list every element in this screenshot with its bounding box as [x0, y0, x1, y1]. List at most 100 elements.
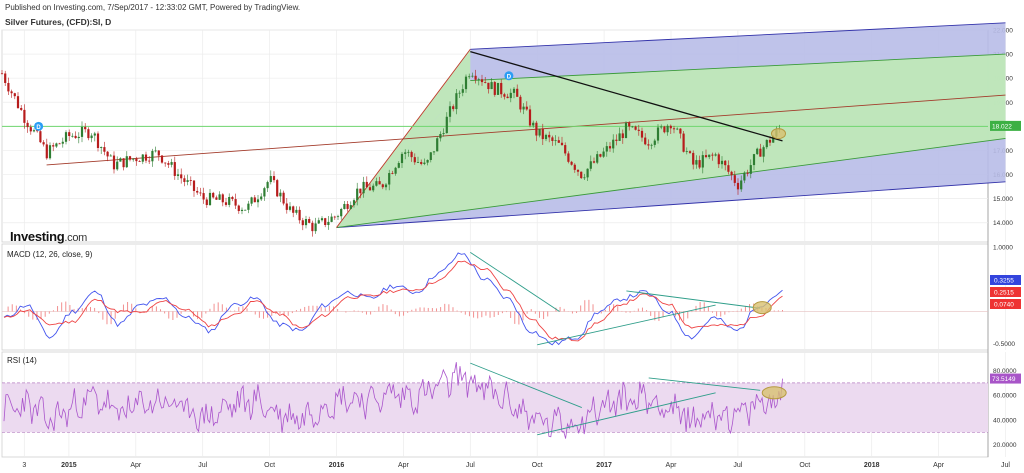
candle-body — [154, 150, 157, 152]
candle-body — [743, 172, 746, 181]
last-price-label: 18.022 — [992, 123, 1012, 130]
candle-body — [666, 125, 669, 133]
candle-body — [487, 82, 490, 90]
candle-body — [90, 135, 93, 139]
candle-body — [317, 220, 320, 224]
candle-body — [480, 79, 484, 83]
x-tick-label: Apr — [933, 462, 945, 469]
candle-body — [288, 206, 292, 210]
candle-body — [679, 128, 682, 134]
candle-body — [55, 143, 58, 147]
candle-body — [7, 82, 10, 92]
x-tick-label: Jul — [198, 462, 207, 469]
rsi-trendline-1 — [470, 362, 582, 409]
pitchfork-handle-line — [336, 49, 471, 228]
candle-body — [77, 136, 80, 139]
candle-body — [442, 133, 445, 135]
candle-body — [573, 164, 576, 170]
candle-body — [16, 96, 20, 108]
candle-body — [74, 135, 77, 139]
candle-body — [189, 180, 192, 181]
candle-body — [628, 122, 631, 127]
candle-body — [653, 140, 656, 145]
candle-body — [173, 162, 176, 176]
candle-body — [557, 140, 560, 143]
candle-body — [567, 153, 570, 162]
candle-body — [768, 139, 772, 143]
rsi-value-label: 73.5149 — [992, 376, 1016, 383]
candle-body — [128, 156, 132, 160]
candle-body — [612, 139, 615, 149]
candle-body — [394, 167, 397, 174]
candle-body — [471, 75, 474, 77]
candle-body — [692, 152, 695, 165]
candle-body — [583, 177, 586, 179]
candle-body — [528, 109, 532, 126]
candle-body — [493, 82, 496, 95]
candle-body — [212, 192, 215, 198]
candle-body — [125, 156, 128, 168]
candle-body — [256, 199, 260, 203]
candle-body — [752, 154, 756, 166]
candle-body — [413, 157, 416, 163]
x-tick-label: Jul — [733, 462, 742, 469]
candle-body — [138, 161, 141, 162]
candle-body — [144, 154, 148, 161]
candle-body — [269, 176, 272, 183]
candle-body — [10, 91, 13, 94]
x-tick-label: Jul — [1001, 462, 1010, 469]
candle-body — [535, 122, 538, 136]
candle-body — [448, 106, 452, 117]
candle-body — [240, 209, 244, 212]
candle-body — [170, 162, 173, 165]
candle-body — [720, 160, 724, 165]
candle-body — [621, 133, 624, 139]
candle-body — [676, 128, 679, 130]
macd-tick-label: 1.0000 — [993, 245, 1013, 252]
dividend-marker-2-text: D — [507, 74, 512, 80]
candle-body — [724, 160, 727, 166]
panel-frame-1 — [1, 243, 989, 351]
candle-body — [336, 216, 340, 218]
candle-body — [532, 122, 535, 126]
candle-body — [359, 188, 362, 194]
candle-body — [282, 192, 285, 204]
candle-body — [733, 175, 736, 183]
candle-body — [157, 150, 160, 156]
candle-body — [237, 205, 240, 212]
candle-body — [228, 197, 231, 205]
candle-body — [695, 160, 698, 165]
macd-value-box — [990, 287, 1021, 297]
candle-body — [759, 148, 762, 157]
rsi-tick-label: 40.0000 — [993, 417, 1017, 424]
candle-body — [464, 76, 468, 90]
candle-body — [509, 92, 512, 99]
candle-body — [708, 154, 711, 158]
candle-body — [80, 126, 84, 137]
x-tick-label: Jul — [466, 462, 475, 469]
candle-body — [311, 222, 314, 232]
highlight-ellipse-macd — [752, 301, 772, 315]
candle-body — [615, 139, 618, 141]
candle-body — [439, 134, 442, 139]
candle-body — [164, 162, 167, 164]
x-tick-label: Oct — [532, 462, 543, 469]
candle-body — [503, 94, 506, 97]
candle-body — [52, 145, 55, 147]
x-tick-label: 2018 — [864, 462, 880, 469]
candle-body — [368, 187, 372, 191]
candle-body — [176, 174, 180, 176]
candle-body — [186, 180, 189, 182]
candle-body — [420, 162, 423, 164]
candle-body — [570, 161, 573, 165]
dividend-marker-1 — [34, 121, 44, 131]
rsi-tick-label: 60.0000 — [993, 393, 1017, 400]
candle-body — [266, 182, 269, 189]
dividend-marker-1-text: D — [36, 125, 41, 131]
candle-body — [109, 155, 112, 157]
macd-trendline-1 — [470, 251, 560, 312]
candle-body — [276, 180, 279, 197]
candle-body — [292, 206, 295, 213]
candle-body — [340, 208, 343, 217]
candle-body — [375, 181, 378, 186]
